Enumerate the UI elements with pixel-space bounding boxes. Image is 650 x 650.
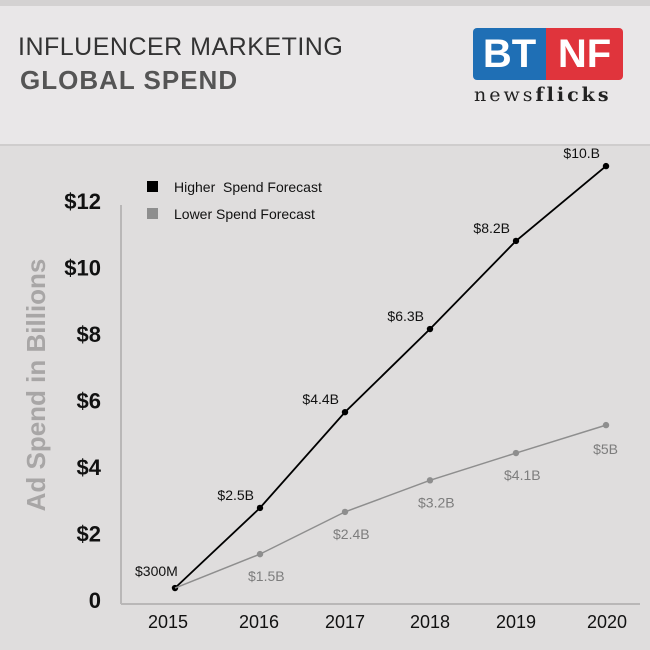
x-tick-label: 2019 (496, 612, 536, 632)
logo-sub-news: news (474, 84, 536, 106)
data-point (256, 550, 264, 558)
title-line-2: GLOBAL SPEND (20, 65, 239, 95)
data-point (512, 237, 520, 245)
y-tick-label: $8 (77, 322, 101, 347)
logo-newsflicks: newsflicks (474, 84, 612, 106)
y-tick-label: $10 (64, 256, 101, 281)
logo: BT NF (473, 28, 623, 80)
legend-swatch-higher (147, 181, 158, 192)
legend-label-lower: Lower Spend Forecast (174, 206, 315, 222)
data-label: $4.4B (302, 391, 339, 407)
top-band (0, 0, 650, 6)
data-label: $8.2B (473, 220, 510, 236)
header: INFLUENCER MARKETING GLOBAL SPEND BT NF … (0, 0, 650, 146)
x-tick-label: 2015 (148, 612, 188, 632)
data-label: $4.1B (504, 467, 541, 483)
data-label: $2.5B (217, 487, 254, 503)
data-point (256, 504, 264, 512)
logo-bt: BT (473, 28, 546, 80)
data-label: $300M (135, 563, 178, 579)
logo-nf: NF (546, 28, 623, 80)
data-label: $6.3B (387, 308, 424, 324)
data-point (341, 508, 349, 516)
series-line-higher (174, 165, 607, 589)
data-point (602, 421, 610, 429)
data-point (426, 325, 434, 333)
data-point (602, 162, 610, 170)
x-tick-label: 2018 (410, 612, 450, 632)
title-line-1: INFLUENCER MARKETING (18, 33, 344, 61)
y-tick-label: 0 (89, 588, 101, 613)
x-tick-label: 2016 (239, 612, 279, 632)
data-point (341, 408, 349, 416)
legend: Higher Spend Forecast Lower Spend Foreca… (147, 179, 322, 222)
y-tick-label: $12 (64, 189, 101, 214)
x-tick-label: 2017 (325, 612, 365, 632)
data-label: $5B (593, 441, 618, 457)
x-tick-label: 2020 (587, 612, 627, 632)
logo-sub-flicks: flicks (535, 84, 612, 106)
data-label: $2.4B (333, 526, 370, 542)
data-label: $1.5B (248, 568, 285, 584)
y-tick-label: $2 (77, 522, 101, 547)
data-point (512, 449, 520, 457)
series-line-lower (174, 424, 607, 589)
legend-swatch-lower (147, 208, 158, 219)
y-tick-label: $6 (77, 389, 101, 414)
legend-label-higher: Higher Spend Forecast (174, 179, 322, 195)
y-axis-label: Ad Spend in Billions (21, 259, 51, 512)
data-label: $3.2B (418, 494, 455, 510)
data-label: $10.B (563, 145, 600, 161)
y-tick-label: $4 (77, 455, 102, 480)
data-point (426, 477, 434, 484)
